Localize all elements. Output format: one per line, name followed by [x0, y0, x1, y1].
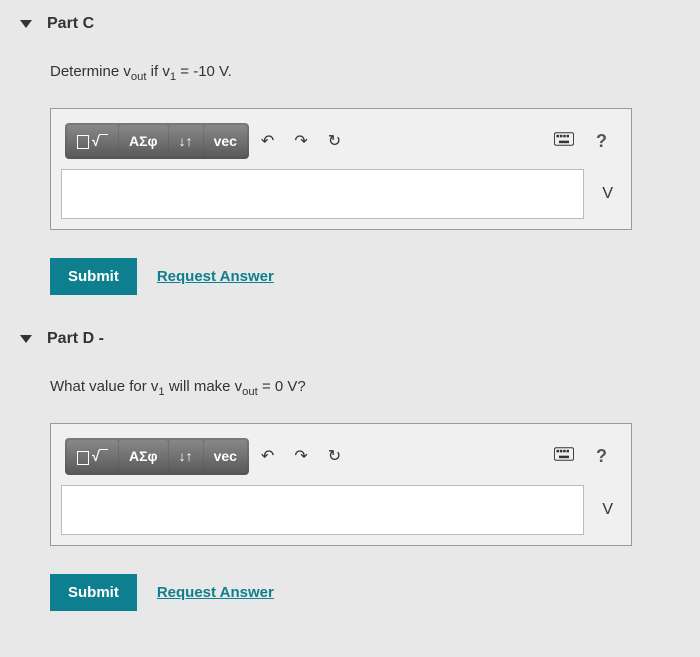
collapse-icon — [20, 335, 32, 343]
part-d-request-link[interactable]: Request Answer — [157, 584, 274, 601]
reset-button[interactable]: ↻ — [320, 125, 349, 157]
redo-button[interactable]: ↷ — [286, 440, 315, 472]
part-d-actions: Submit Request Answer — [0, 566, 700, 611]
part-d-prompt: What value for v1 will make vout = 0 V? — [0, 363, 700, 423]
sqrt-icon: √ — [92, 133, 108, 149]
part-c-section: Part C Determine vout if v1 = -10 V. √ Α… — [0, 0, 700, 315]
part-c-input-row: V — [61, 169, 621, 219]
subsup-button[interactable]: ↓↑ — [169, 440, 203, 472]
reset-button[interactable]: ↻ — [320, 440, 349, 472]
part-c-prompt: Determine vout if v1 = -10 V. — [0, 48, 700, 108]
part-c-header[interactable]: Part C — [0, 10, 700, 48]
symbols-button[interactable]: ΑΣφ — [119, 125, 168, 157]
collapse-icon — [20, 20, 32, 28]
part-c-actions: Submit Request Answer — [0, 250, 700, 295]
part-d-answer-input[interactable] — [61, 485, 584, 535]
subsup-button[interactable]: ↓↑ — [169, 125, 203, 157]
templates-button[interactable]: √ — [67, 440, 118, 472]
part-d-header[interactable]: Part D - — [0, 325, 700, 363]
part-c-answer-input[interactable] — [61, 169, 584, 219]
sqrt-icon: √ — [92, 448, 108, 464]
part-d-unit: V — [594, 501, 621, 519]
vec-button[interactable]: vec — [204, 440, 247, 472]
undo-button[interactable]: ↶ — [253, 125, 282, 157]
vec-button[interactable]: vec — [204, 125, 247, 157]
part-c-submit-button[interactable]: Submit — [50, 258, 137, 295]
part-d-submit-button[interactable]: Submit — [50, 574, 137, 611]
part-c-unit: V — [594, 185, 621, 203]
box-icon — [77, 451, 89, 465]
symbols-button[interactable]: ΑΣφ — [119, 440, 168, 472]
toolbar-group: √ ΑΣφ ↓↑ vec — [65, 123, 249, 159]
part-c-request-link[interactable]: Request Answer — [157, 268, 274, 285]
part-c-title: Part C — [47, 15, 94, 33]
keyboard-icon — [554, 447, 574, 461]
undo-button[interactable]: ↶ — [253, 440, 282, 472]
part-d-input-row: V — [61, 485, 621, 535]
part-d-toolbar: √ ΑΣφ ↓↑ vec ↶ ↷ ↻ ? — [61, 434, 621, 484]
part-d-section: Part D - What value for v1 will make vou… — [0, 315, 700, 630]
keyboard-button[interactable] — [546, 441, 582, 472]
part-d-answer-box: √ ΑΣφ ↓↑ vec ↶ ↷ ↻ ? V — [50, 423, 632, 545]
toolbar-group: √ ΑΣφ ↓↑ vec — [65, 438, 249, 474]
keyboard-icon — [554, 132, 574, 146]
part-c-answer-box: √ ΑΣφ ↓↑ vec ↶ ↷ ↻ ? V — [50, 108, 632, 230]
templates-button[interactable]: √ — [67, 125, 118, 157]
part-d-title: Part D - — [47, 330, 104, 348]
box-icon — [77, 135, 89, 149]
help-button[interactable]: ? — [586, 442, 617, 471]
help-button[interactable]: ? — [586, 127, 617, 156]
keyboard-button[interactable] — [546, 126, 582, 157]
part-c-toolbar: √ ΑΣφ ↓↑ vec ↶ ↷ ↻ ? — [61, 119, 621, 169]
redo-button[interactable]: ↷ — [286, 125, 315, 157]
